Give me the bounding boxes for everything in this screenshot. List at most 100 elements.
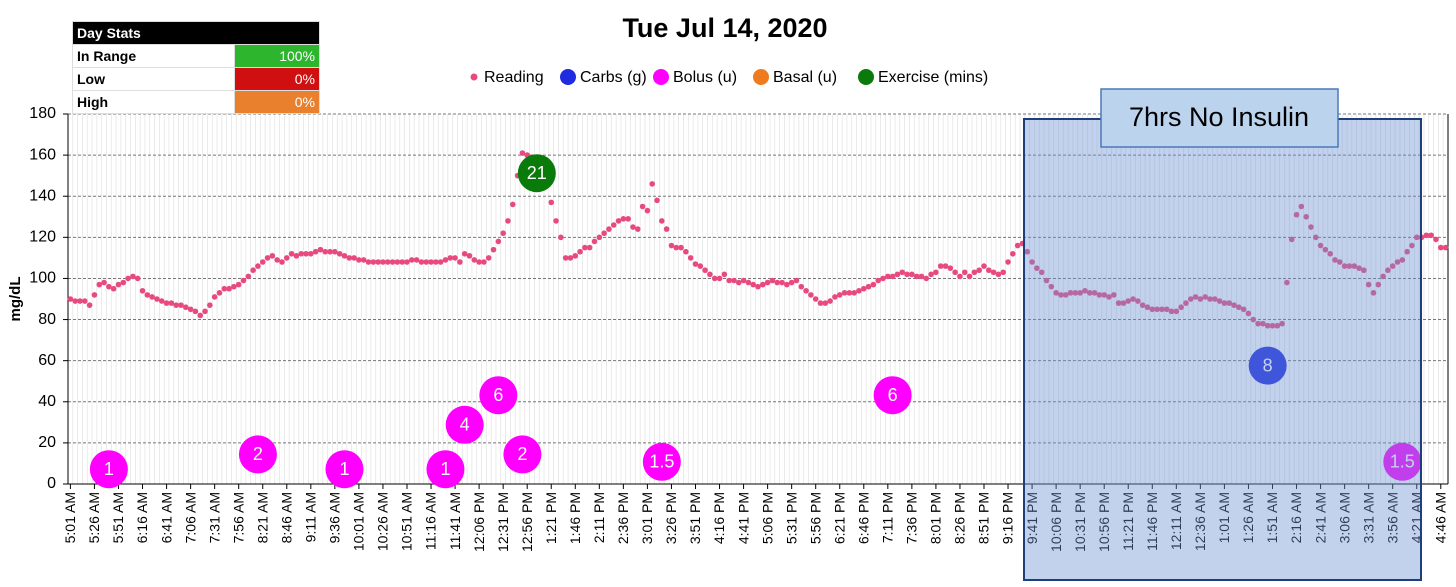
reading-dot [615,218,622,224]
reading-dot [1106,294,1112,300]
reading-dot [408,257,415,263]
x-tick-label: 1:26 AM [1240,492,1256,543]
reading-dot [1226,300,1233,306]
stats-label: In Range [72,44,235,68]
reading-dot [399,259,405,265]
y-tick-label: 40 [38,393,56,410]
bubble-label: 8 [1263,355,1273,375]
x-tick-label: 5:31 PM [783,492,799,544]
legend-marker [560,69,576,85]
x-tick-label: 2:36 PM [615,492,631,544]
reading-dot [798,283,805,290]
reading-dot [264,255,271,261]
reading-dot [885,273,891,280]
reading-dot [86,302,93,308]
event-bubble [517,154,556,193]
reading-dot [505,218,511,224]
reading-dot [216,290,223,296]
reading-dot [96,281,103,288]
reading-dot [735,279,742,286]
reading-dot [1385,267,1391,274]
reading-dot [1120,300,1127,306]
reading-dot [1029,259,1035,265]
legend-label: Reading [484,69,544,86]
reading-dot [875,277,882,284]
reading-dot [274,257,280,263]
reading-dot [952,269,958,276]
reading-dot [803,287,809,294]
legend-marker [858,69,874,85]
reading-dot [1231,302,1237,308]
x-tick-label: 3:31 AM [1360,492,1376,543]
event-bubble [873,376,912,415]
reading-dot [711,275,718,282]
reading-dot [519,150,526,156]
reading-dot [788,279,795,286]
reading-dot [1442,244,1449,251]
reading-dot [1173,308,1180,315]
reading-dot [1000,269,1007,276]
annotation-box [1100,88,1339,148]
x-tick-label: 4:46 AM [1432,492,1448,543]
x-tick-label: 6:41 AM [158,492,174,543]
reading-dot [591,238,598,245]
event-bubble [325,450,364,489]
reading-dot [500,230,506,237]
reading-dot [1024,248,1031,255]
y-tick-label: 60 [38,352,56,369]
reading-dot [812,296,819,302]
reading-dot [1312,234,1319,241]
y-tick-label: 120 [29,229,56,246]
reading-dot [1091,290,1098,296]
x-tick-label: 4:16 PM [711,492,727,544]
reading-dot [620,216,627,222]
reading-dot [851,290,857,296]
reading-dot [490,246,497,253]
reading-dot [235,281,242,288]
reading-dot [740,277,747,284]
reading-dot [745,279,752,286]
x-tick-label: 10:06 PM [1048,492,1064,552]
reading-dot [1048,283,1055,290]
reading-dot [846,290,853,296]
reading-dot [870,281,877,288]
reading-dot [428,259,434,265]
reading-dot [1111,292,1117,298]
bubble-label: 1.5 [649,452,674,472]
reading-dot [356,257,362,263]
reading-dot [1346,263,1353,269]
reading-dot [1216,298,1223,304]
reading-dot [644,207,651,214]
reading-dot [687,255,694,261]
x-tick-label: 3:06 AM [1336,492,1352,543]
reading-dot [668,242,675,249]
x-tick-label: 12:56 PM [519,492,535,552]
reading-dot [793,277,800,284]
reading-dot [909,271,915,278]
reading-dot [1125,298,1132,304]
bubble-label: 21 [527,163,547,183]
reading-dot [130,273,136,280]
reading-dot [158,298,165,304]
reading-dot [572,253,579,259]
reading-dot [341,253,348,259]
reading-dot [115,281,122,288]
reading-dot [1399,257,1406,263]
reading-dot [485,255,492,261]
x-tick-label: 5:06 PM [759,492,775,544]
reading-dot [947,265,954,271]
x-tick-label: 7:11 PM [880,492,896,543]
reading-dot [1144,304,1151,311]
reading-dot [1183,300,1189,306]
reading-dot [918,273,925,280]
reading-dot [1365,281,1372,288]
reading-dot [764,279,771,286]
reading-dot [1380,273,1386,280]
x-tick-label: 10:26 AM [375,492,391,551]
reading-dot [384,259,391,265]
x-tick-label: 9:16 PM [1000,492,1016,544]
reading-dot [1423,232,1430,239]
reading-dot [269,253,276,259]
x-tick-label: 3:01 PM [639,492,655,544]
y-tick-label: 80 [38,311,56,328]
